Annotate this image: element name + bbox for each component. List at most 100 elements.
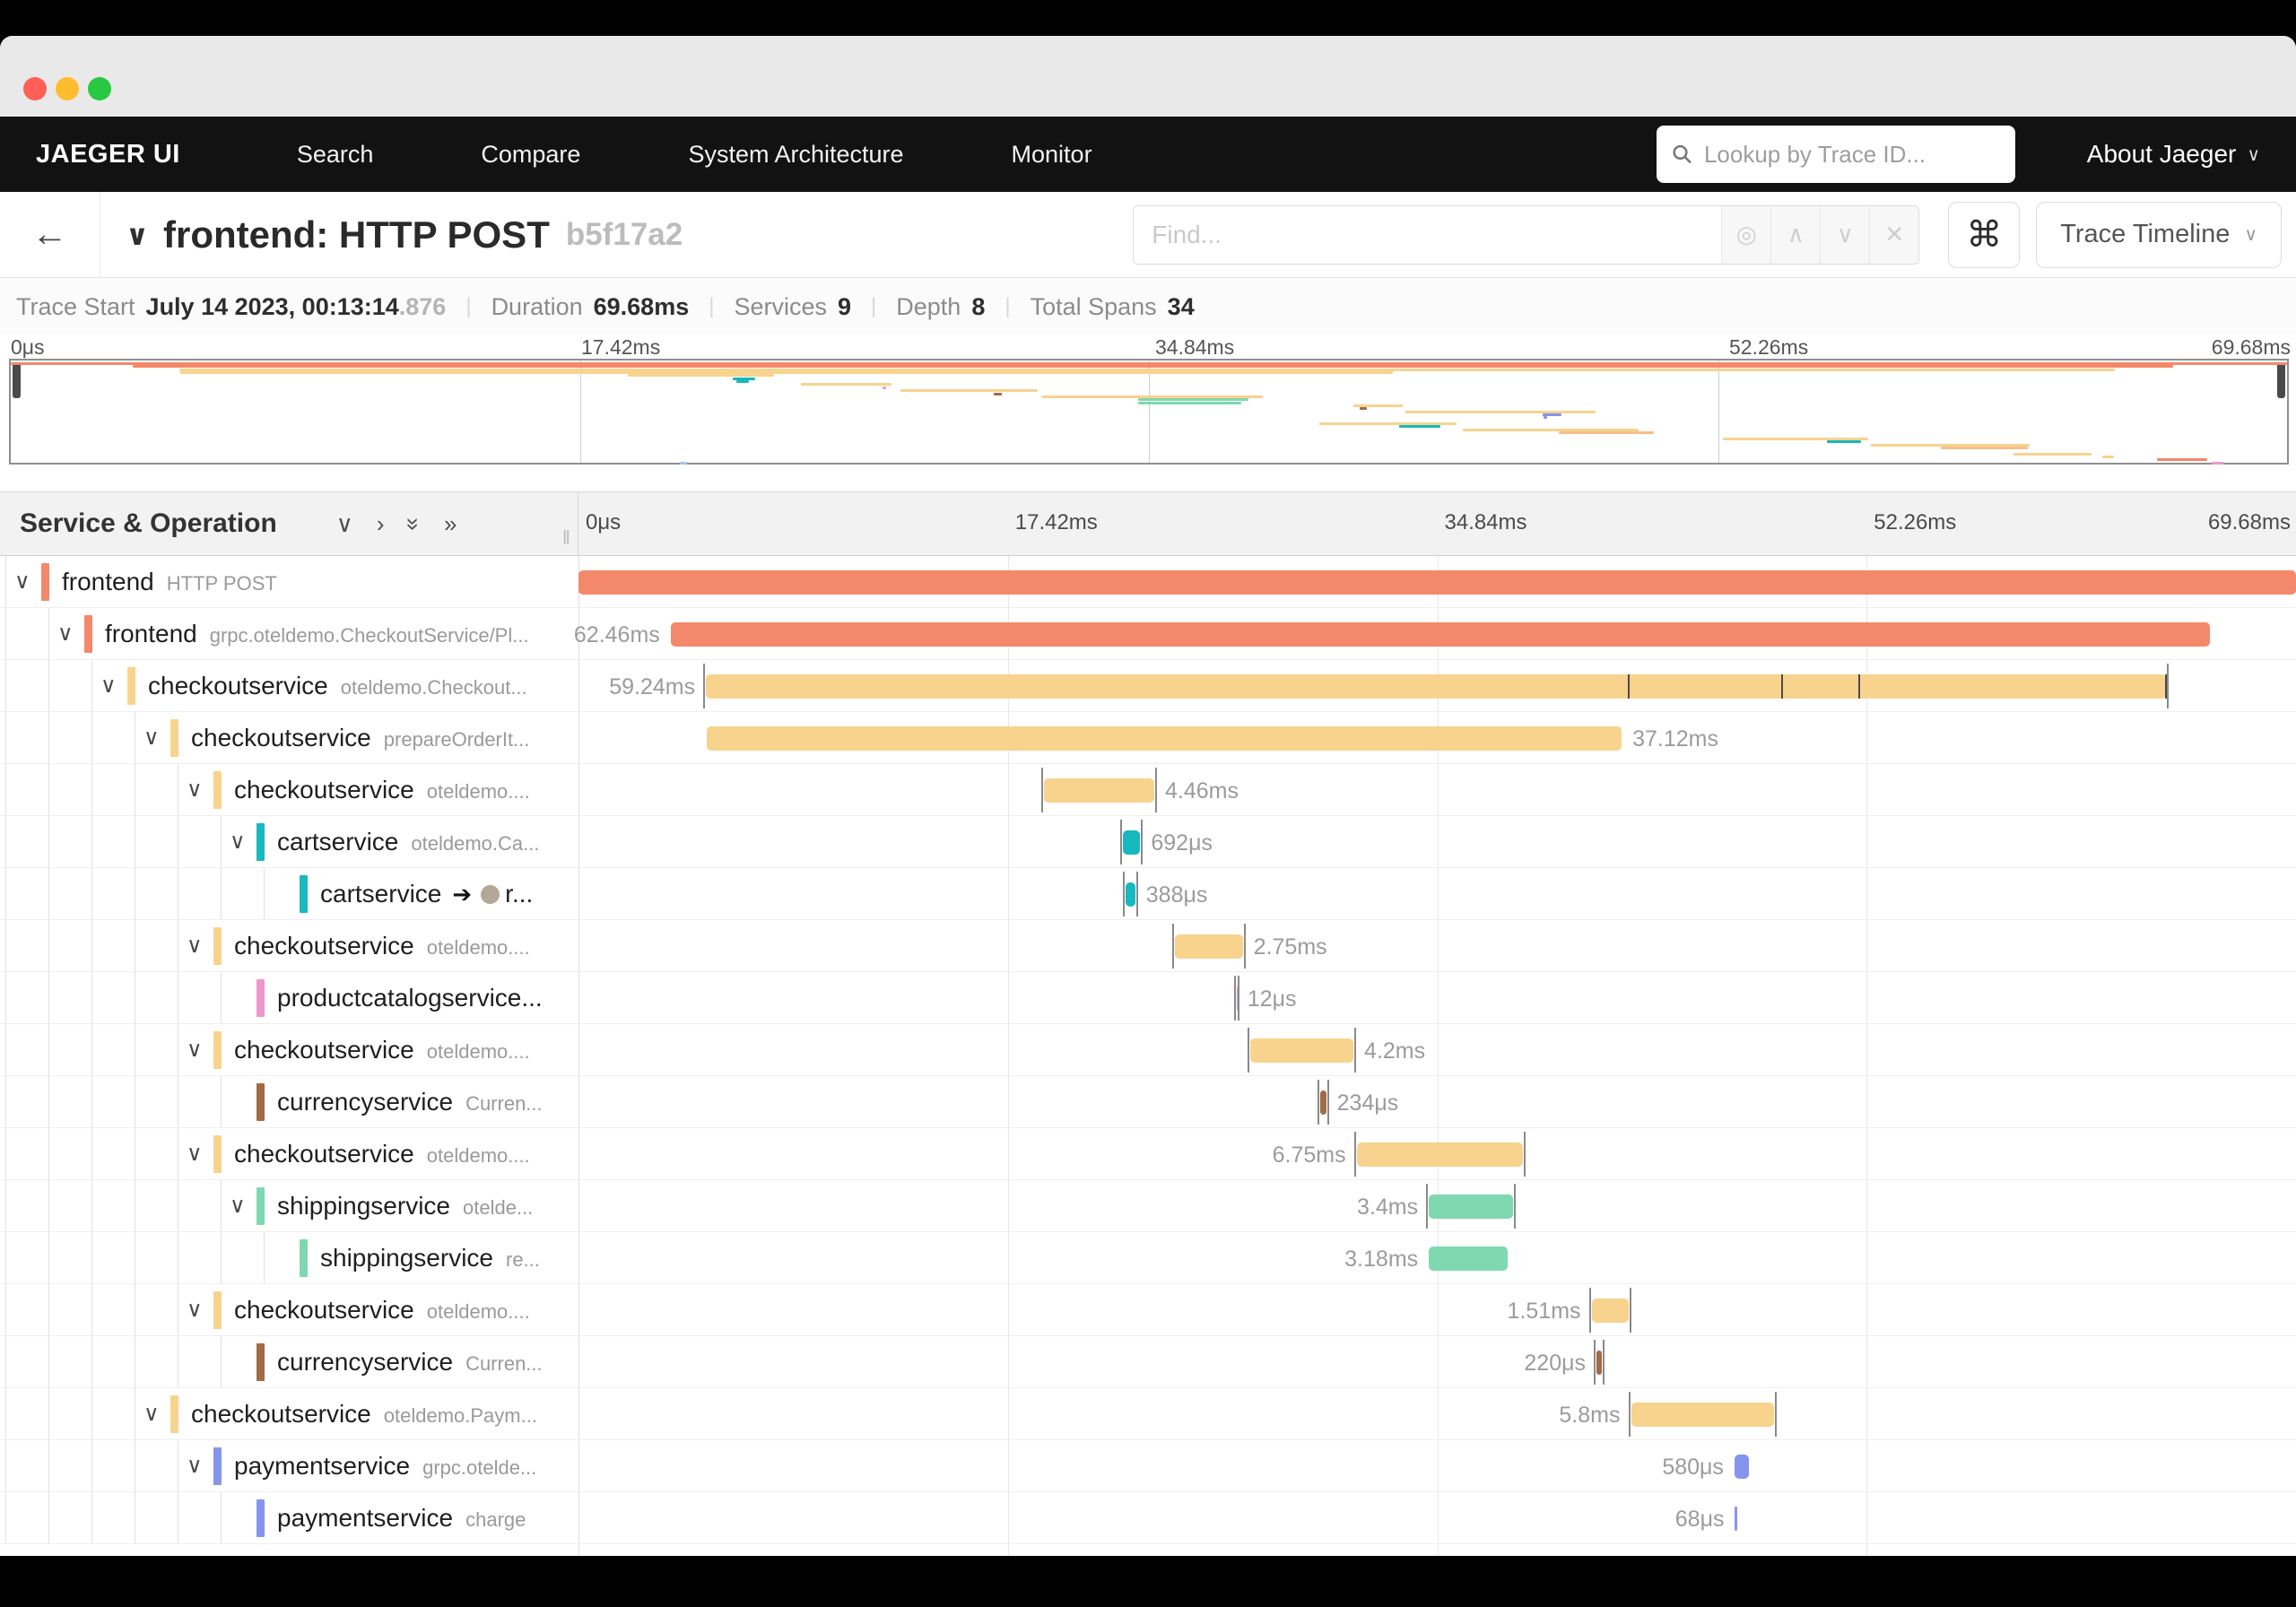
column-resize-handle[interactable]: ‖ (561, 526, 572, 549)
span-duration-bar[interactable] (1734, 1455, 1749, 1479)
span-row[interactable]: ∨ paymentservice grpc.otelde... 580μs (0, 1440, 2296, 1492)
span-duration-bar[interactable] (1591, 1299, 1630, 1323)
span-tree-cell[interactable]: ∨ checkoutservice oteldemo.Checkout... (0, 660, 578, 711)
span-row[interactable]: ∨ shippingservice otelde... 3.4ms (0, 1180, 2296, 1232)
span-timeline-cell[interactable]: 59.24ms (578, 660, 2296, 711)
span-duration-bar[interactable] (1320, 1090, 1326, 1115)
span-duration-bar[interactable] (1596, 1351, 1603, 1375)
minimap-right-drag-handle[interactable] (2277, 362, 2285, 398)
span-row[interactable]: ∨ checkoutservice oteldemo.Paym... 5.8ms (0, 1388, 2296, 1440)
span-timeline-cell[interactable]: 62.46ms (574, 608, 2296, 659)
span-timeline-cell[interactable]: 3.4ms (578, 1180, 2296, 1231)
collapse-span-chevron-icon[interactable]: ∨ (14, 569, 30, 594)
span-row[interactable]: shippingservice re... 3.18ms (0, 1232, 2296, 1284)
next-match-icon[interactable]: ∨ (1820, 205, 1870, 264)
collapse-span-chevron-icon[interactable]: ∨ (144, 725, 160, 750)
span-row[interactable]: ∨ checkoutservice oteldemo.... 4.2ms (0, 1024, 2296, 1076)
span-tree-cell[interactable]: productcatalogservice... (0, 972, 578, 1023)
clear-find-icon[interactable]: ✕ (1869, 205, 1919, 264)
span-row[interactable]: paymentservice charge 68μs (0, 1492, 2296, 1544)
expand-one-icon[interactable]: › (376, 509, 385, 537)
span-tree-cell[interactable]: ∨ checkoutservice oteldemo.... (0, 1024, 578, 1075)
span-tree-cell[interactable]: ∨ checkoutservice oteldemo.... (0, 1284, 578, 1335)
span-tree-cell[interactable]: ∨ checkoutservice oteldemo.Paym... (0, 1388, 578, 1439)
collapse-trace-chevron-icon[interactable]: ∨ (126, 218, 149, 251)
collapse-span-chevron-icon[interactable]: ∨ (187, 1142, 203, 1166)
span-row[interactable]: currencyservice Curren... 220μs (0, 1336, 2296, 1388)
span-log-marker[interactable] (1628, 674, 1631, 699)
span-timeline-cell[interactable]: 692μs (578, 816, 2296, 867)
collapse-span-chevron-icon[interactable]: ∨ (187, 1298, 203, 1322)
span-row[interactable]: productcatalogservice... 12μs (0, 972, 2296, 1024)
span-timeline-cell[interactable]: 388μs (578, 868, 2296, 919)
collapse-span-chevron-icon[interactable]: ∨ (57, 621, 74, 646)
close-window-button[interactable] (23, 77, 47, 100)
span-timeline-cell[interactable]: 12μs (578, 972, 2296, 1023)
span-tree-cell[interactable]: ∨ checkoutservice oteldemo.... (0, 1128, 578, 1179)
trace-id-lookup-input[interactable] (1703, 140, 2001, 169)
collapse-all-icon[interactable]: » (401, 517, 429, 531)
span-timeline-cell[interactable]: 37.12ms (578, 712, 2296, 763)
span-tree-cell[interactable]: currencyservice Curren... (0, 1336, 578, 1387)
nav-item-search[interactable]: Search (296, 140, 374, 168)
expand-all-icon[interactable]: » (443, 509, 457, 537)
span-timeline-cell[interactable]: 220μs (578, 1336, 2296, 1387)
focus-match-icon[interactable]: ◎ (1721, 205, 1771, 264)
jaeger-logo[interactable]: JAEGER UI (36, 139, 180, 169)
span-timeline-cell[interactable]: 1.51ms (578, 1284, 2296, 1335)
span-tree-cell[interactable]: ∨ checkoutservice oteldemo.... (0, 764, 578, 815)
collapse-span-chevron-icon[interactable]: ∨ (230, 830, 246, 854)
span-timeline-cell[interactable]: 4.46ms (578, 764, 2296, 815)
collapse-span-chevron-icon[interactable]: ∨ (187, 1454, 203, 1478)
span-tree-cell[interactable]: ∨ cartservice oteldemo.Ca... (0, 816, 578, 867)
span-row[interactable]: ∨ checkoutservice oteldemo.... 1.51ms (0, 1284, 2296, 1336)
span-duration-bar[interactable] (706, 674, 2167, 699)
span-timeline-cell[interactable] (578, 556, 2296, 607)
zoom-window-button[interactable] (88, 77, 111, 100)
span-tree-cell[interactable]: paymentservice charge (0, 1492, 578, 1543)
prev-match-icon[interactable]: ∧ (1770, 205, 1821, 264)
collapse-one-icon[interactable]: ∨ (335, 509, 353, 537)
span-tree-cell[interactable]: ∨ frontend HTTP POST (0, 556, 578, 607)
collapse-span-chevron-icon[interactable]: ∨ (187, 934, 203, 958)
nav-item-monitor[interactable]: Monitor (1011, 140, 1092, 168)
span-duration-bar[interactable] (706, 726, 1622, 751)
minimap-left-drag-handle[interactable] (13, 362, 21, 398)
collapse-span-chevron-icon[interactable]: ∨ (144, 1402, 160, 1426)
span-duration-bar[interactable] (1044, 778, 1154, 803)
span-tree-cell[interactable]: ∨ shippingservice otelde... (0, 1180, 578, 1231)
about-jaeger-menu[interactable]: About Jaeger ∨ (2086, 140, 2260, 168)
trace-minimap[interactable] (9, 359, 2289, 465)
span-duration-bar[interactable] (1126, 882, 1135, 907)
span-row[interactable]: ∨ cartservice oteldemo.Ca... 692μs (0, 816, 2296, 868)
span-tree-cell[interactable]: ∨ checkoutservice prepareOrderIt... (0, 712, 578, 763)
collapse-span-chevron-icon[interactable]: ∨ (230, 1194, 246, 1218)
span-tree-cell[interactable]: ∨ paymentservice grpc.otelde... (0, 1440, 578, 1491)
span-log-marker[interactable] (1780, 674, 1783, 699)
span-tree-cell[interactable]: shippingservice re... (0, 1232, 578, 1283)
back-button[interactable]: ← (0, 192, 100, 277)
collapse-span-chevron-icon[interactable]: ∨ (100, 673, 117, 698)
span-duration-bar[interactable] (1249, 1038, 1354, 1063)
span-timeline-cell[interactable]: 68μs (578, 1492, 2296, 1543)
span-timeline-cell[interactable]: 580μs (578, 1440, 2296, 1491)
span-duration-bar[interactable] (578, 570, 2296, 595)
span-timeline-cell[interactable]: 4.2ms (578, 1024, 2296, 1075)
span-row[interactable]: currencyservice Curren... 234μs (0, 1076, 2296, 1128)
span-duration-bar[interactable] (670, 622, 2211, 647)
find-input[interactable] (1134, 205, 1722, 264)
span-row[interactable]: cartservice ➔ r... 388μs (0, 868, 2296, 920)
span-log-marker[interactable] (2165, 674, 2168, 699)
span-timeline-cell[interactable]: 234μs (578, 1076, 2296, 1127)
nav-item-compare[interactable]: Compare (481, 140, 581, 168)
span-row[interactable]: ∨ checkoutservice oteldemo.Checkout... 59.2… (0, 660, 2296, 712)
span-tree-cell[interactable]: currencyservice Curren... (0, 1076, 578, 1127)
span-row[interactable]: ∨ checkoutservice oteldemo.... 2.75ms (0, 920, 2296, 972)
collapse-span-chevron-icon[interactable]: ∨ (187, 1038, 203, 1062)
span-duration-bar[interactable] (1175, 934, 1243, 959)
span-duration-bar[interactable] (1429, 1247, 1508, 1271)
span-row[interactable]: ∨ frontend grpc.oteldemo.CheckoutService/P… (0, 608, 2296, 660)
span-row[interactable]: ∨ checkoutservice oteldemo.... 6.75ms (0, 1128, 2296, 1180)
span-duration-bar[interactable] (1123, 830, 1141, 855)
span-log-marker[interactable] (1857, 674, 1860, 699)
